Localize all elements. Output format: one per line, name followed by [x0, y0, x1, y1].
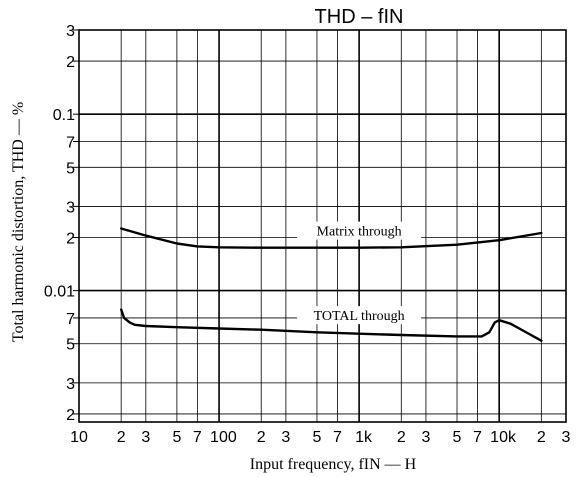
- x-tick-label: 5: [172, 429, 181, 446]
- y-tick-label: 7: [66, 311, 75, 328]
- x-tick-label: 1k: [355, 429, 373, 446]
- series-label-bg: [297, 306, 422, 325]
- x-tick-label: 100: [210, 429, 237, 446]
- y-tick-label: 5: [66, 337, 75, 354]
- x-tick-label: 3: [421, 429, 430, 446]
- chart-title: THD – fIN: [315, 6, 404, 28]
- series-group: Matrix through TOTAL through: [120, 221, 543, 342]
- y-tick-label: 7: [66, 135, 75, 152]
- grid: [79, 29, 566, 422]
- x-tick-label: 10k: [490, 429, 517, 446]
- x-tick-label: 3: [281, 429, 290, 446]
- y-tick-label: 3: [66, 376, 75, 393]
- x-tick-label: 2: [397, 429, 406, 446]
- y-tick-label: 3: [66, 23, 75, 40]
- series-line-total-through: [120, 308, 543, 342]
- y-axis-title: Total harmonic distortion, THD — %: [10, 102, 27, 342]
- x-tick-label: 3: [562, 429, 571, 446]
- y-tick-label: 2: [66, 54, 75, 71]
- y-axis-ticks: 2 3 5 7 0.01 2 3 5 7 0.1 2 3: [44, 23, 79, 424]
- x-tick-label: 5: [313, 429, 322, 446]
- x-axis-title: Input frequency, fIN — H: [250, 456, 417, 473]
- y-tick-label: 2: [66, 230, 75, 247]
- series-label: Matrix through: [317, 225, 402, 240]
- y-tick-label: 0.01: [44, 284, 75, 301]
- series-label-bg: [297, 221, 422, 240]
- x-tick-label: 7: [193, 429, 202, 446]
- x-tick-label: 10: [70, 429, 88, 446]
- y-tick-label: 2: [66, 407, 75, 424]
- x-tick-label: 2: [117, 429, 126, 446]
- x-tick-label: 3: [141, 429, 150, 446]
- y-tick-label: 0.1: [53, 107, 75, 124]
- plot-frame: [78, 29, 567, 423]
- x-axis-ticks: 10 2 3 5 7 100 2 3 5 7 1k 2 3 5 7 10k 2 3: [70, 429, 570, 446]
- x-tick-label: 7: [333, 429, 342, 446]
- x-tick-label: 5: [453, 429, 462, 446]
- y-tick-label: 5: [66, 160, 75, 177]
- series-line-matrix-through: [120, 227, 543, 249]
- x-tick-label: 2: [537, 429, 546, 446]
- y-tick-label: 3: [66, 199, 75, 216]
- series-label: TOTAL through: [314, 309, 405, 324]
- x-tick-label: 2: [257, 429, 266, 446]
- x-tick-label: 7: [473, 429, 482, 446]
